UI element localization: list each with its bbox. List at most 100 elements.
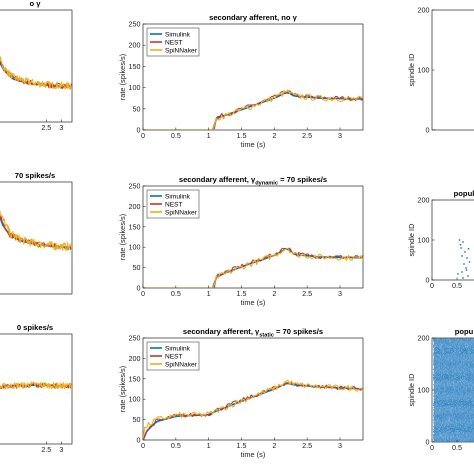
raster-spike (434, 378, 436, 379)
raster-spike (461, 374, 463, 375)
raster-spike (447, 380, 449, 382)
raster-spike (458, 426, 460, 427)
raster-spike (452, 401, 455, 402)
raster-spike (439, 404, 441, 405)
raster-spike (472, 380, 474, 382)
raster-spike (434, 392, 436, 394)
raster-spike (447, 381, 449, 383)
raster-spike (460, 437, 462, 439)
raster-spike (464, 384, 466, 386)
raster-spike (471, 414, 473, 416)
raster-spike (470, 403, 472, 404)
raster-spike (452, 433, 454, 435)
raster-spike (470, 422, 472, 424)
raster-spike (447, 432, 449, 434)
spike-dot (466, 257, 468, 259)
raster-spike (449, 421, 451, 423)
raster-spike (448, 407, 450, 409)
raster-spike (463, 379, 465, 380)
raster-spike (466, 412, 468, 414)
raster-spike (435, 417, 437, 419)
raster-spike (447, 438, 449, 440)
raster-spike (462, 422, 464, 424)
raster-spike (440, 374, 442, 375)
raster-spike (471, 434, 473, 436)
raster-spike (461, 436, 463, 438)
raster-spike (461, 440, 463, 442)
raster-spike (437, 389, 439, 391)
raster-spike (450, 385, 453, 387)
raster-spike (465, 390, 467, 392)
raster-spike (463, 385, 465, 387)
raster-spike (459, 405, 461, 406)
raster-spike (468, 395, 470, 397)
raster-spike (461, 436, 463, 438)
raster-spike (466, 401, 468, 402)
raster-spike (454, 429, 456, 430)
raster-spike (464, 430, 466, 431)
raster-spike (462, 418, 464, 420)
raster-spike (459, 428, 462, 429)
raster-spike (470, 424, 472, 426)
raster-spike (445, 408, 447, 410)
raster-spike (470, 400, 472, 401)
y-tick-label: 200 (418, 196, 430, 205)
raster-spike (451, 436, 453, 438)
raster-spike (452, 421, 454, 423)
raster-spike (436, 380, 439, 382)
raster-spike (462, 410, 464, 412)
raster-spike (469, 409, 471, 411)
raster-spike (452, 382, 454, 384)
raster-spike (458, 371, 460, 373)
raster-spike (458, 402, 460, 403)
raster-spike (451, 431, 453, 432)
raster-spike (459, 387, 461, 389)
raster-spike (438, 386, 440, 388)
raster-spike (463, 394, 465, 396)
raster-spike (444, 410, 446, 412)
raster-spike (448, 416, 450, 418)
raster-spike (437, 388, 439, 390)
raster-spike (443, 416, 445, 418)
raster-spike (468, 426, 470, 427)
raster-spike (456, 397, 458, 399)
raster-spike (443, 418, 445, 420)
raster-spike (455, 400, 457, 401)
raster-spike (456, 401, 458, 402)
raster-spike (435, 395, 437, 397)
raster-spike (457, 383, 459, 385)
raster-spike (450, 393, 452, 395)
raster-spike (458, 440, 460, 442)
raster-spike (454, 423, 456, 425)
raster-spike (464, 433, 466, 435)
raster-spike (442, 423, 444, 425)
raster-spike (461, 423, 463, 425)
raster-spike (433, 384, 435, 386)
raster-spike (469, 380, 471, 382)
raster-spike (456, 431, 458, 432)
raster-spike (451, 422, 453, 424)
raster-spike (441, 386, 444, 388)
raster-spike (438, 424, 440, 426)
raster-spike (469, 387, 471, 389)
raster-spike (463, 383, 465, 385)
raster-spike (439, 372, 441, 374)
raster-spike (435, 383, 437, 385)
raster-spike (471, 407, 474, 409)
raster-spike (459, 397, 461, 399)
raster-spike (467, 387, 469, 389)
raster-spike (443, 438, 445, 440)
raster-spike (455, 380, 457, 382)
raster-spike (466, 382, 469, 384)
raster-spike (457, 395, 459, 397)
raster-spike (456, 403, 458, 404)
raster-spike (466, 393, 468, 395)
raster-spike (434, 391, 436, 393)
raster-spike (444, 418, 446, 420)
raster-spike (439, 407, 441, 409)
raster-spike (441, 422, 443, 424)
raster-spike (460, 428, 463, 429)
raster-spike (451, 385, 453, 387)
raster-spike (436, 419, 438, 421)
raster-spike (459, 378, 461, 379)
